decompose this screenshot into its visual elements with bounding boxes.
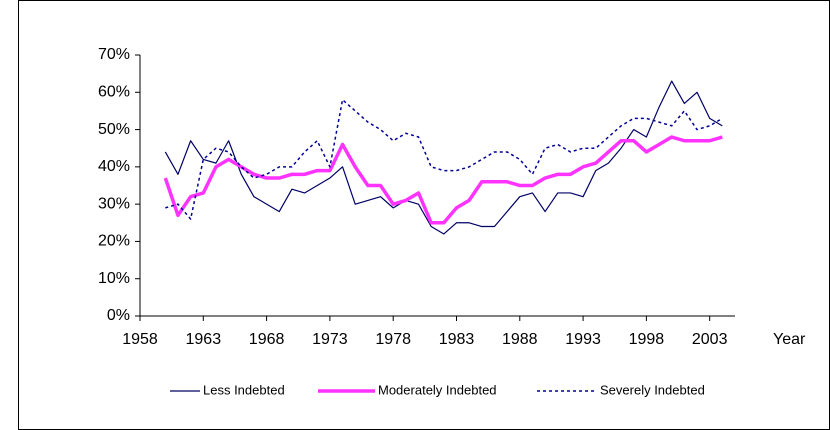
legend-label: Less Indebted <box>203 382 285 397</box>
x-tick-label: 1958 <box>122 331 158 348</box>
series-line <box>164 80 723 235</box>
y-tick-label: 30% <box>98 195 130 212</box>
y-tick-label: 70% <box>98 46 130 63</box>
y-tick-label: 10% <box>98 270 130 287</box>
y-tick-label: 50% <box>98 121 130 138</box>
y-tick-label: 20% <box>98 233 130 250</box>
y-tick-label: 60% <box>98 84 130 101</box>
x-tick-label: 1968 <box>249 331 285 348</box>
x-tick-label: 1983 <box>439 331 475 348</box>
series-line <box>163 135 723 225</box>
series-line <box>165 98 723 220</box>
x-tick-label: 1988 <box>502 331 538 348</box>
y-tick-label: 40% <box>98 158 130 175</box>
x-tick-label: 1963 <box>186 331 222 348</box>
x-tick-label: 1993 <box>565 331 601 348</box>
x-tick-label: 1978 <box>375 331 411 348</box>
x-tick-label: 1998 <box>629 331 665 348</box>
legend-label: Moderately Indebted <box>378 382 497 397</box>
legend-label: Severely Indebted <box>600 382 705 397</box>
x-axis-label: Year <box>773 331 806 348</box>
x-tick-label: 2003 <box>692 331 728 348</box>
y-tick-label: 0% <box>107 307 130 324</box>
x-tick-label: 1973 <box>312 331 348 348</box>
